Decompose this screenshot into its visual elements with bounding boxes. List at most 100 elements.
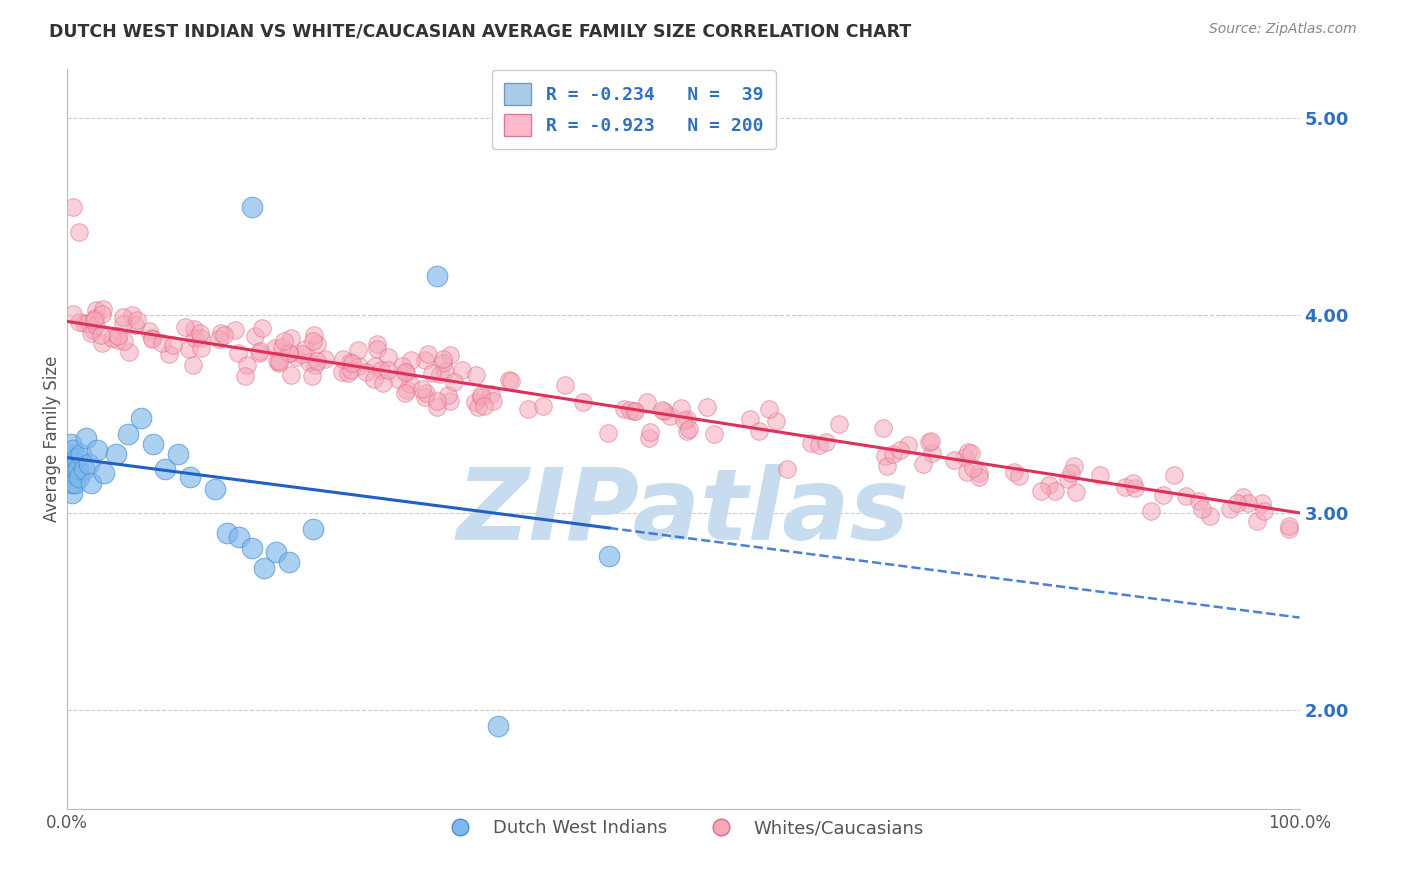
Point xyxy=(80,476,103,491)
Point xyxy=(969,470,991,484)
Point xyxy=(1122,476,1144,491)
Point xyxy=(301,334,323,349)
Text: Source: ZipAtlas.com: Source: ZipAtlas.com xyxy=(1209,22,1357,37)
Point xyxy=(215,525,238,540)
Point xyxy=(1060,466,1083,480)
Point xyxy=(395,383,418,397)
Point xyxy=(678,422,700,436)
Point xyxy=(65,450,87,465)
Point xyxy=(464,395,486,409)
Point xyxy=(183,322,205,336)
Point xyxy=(413,390,436,404)
Point xyxy=(675,412,697,426)
Point xyxy=(224,323,246,337)
Point xyxy=(399,353,422,368)
Point xyxy=(1163,468,1185,483)
Point xyxy=(399,376,422,391)
Point xyxy=(291,346,314,360)
Point xyxy=(366,337,388,351)
Point xyxy=(363,371,385,385)
Point xyxy=(624,404,647,418)
Point xyxy=(280,331,302,345)
Point xyxy=(640,425,662,439)
Point xyxy=(157,347,180,361)
Point xyxy=(1057,472,1080,486)
Point xyxy=(236,358,259,372)
Point xyxy=(962,461,984,475)
Point xyxy=(470,390,492,404)
Point xyxy=(62,442,84,457)
Point xyxy=(83,313,105,327)
Point xyxy=(166,447,188,461)
Point xyxy=(60,476,83,491)
Point xyxy=(77,457,100,471)
Point xyxy=(703,427,725,442)
Point xyxy=(1175,489,1198,503)
Point xyxy=(340,363,363,377)
Point xyxy=(619,403,641,417)
Point xyxy=(188,326,211,340)
Point xyxy=(598,549,620,564)
Point xyxy=(302,327,325,342)
Point xyxy=(1237,496,1260,510)
Point xyxy=(73,462,96,476)
Point xyxy=(91,307,114,321)
Point xyxy=(651,403,673,417)
Point xyxy=(418,347,440,361)
Point xyxy=(439,394,461,409)
Point xyxy=(277,346,299,360)
Point xyxy=(101,330,124,344)
Point xyxy=(516,401,538,416)
Point xyxy=(179,470,201,484)
Point xyxy=(437,388,460,402)
Point xyxy=(91,301,114,316)
Point xyxy=(177,343,200,357)
Point xyxy=(347,343,370,358)
Point xyxy=(969,466,991,480)
Point xyxy=(90,327,112,342)
Point xyxy=(596,425,619,440)
Point xyxy=(1152,488,1174,502)
Point xyxy=(443,375,465,389)
Point xyxy=(111,310,134,325)
Point xyxy=(411,383,433,397)
Point xyxy=(111,317,134,331)
Point xyxy=(1064,485,1087,500)
Point xyxy=(451,363,474,377)
Point xyxy=(1253,504,1275,518)
Point xyxy=(181,358,204,372)
Point xyxy=(142,436,165,450)
Point xyxy=(245,329,267,343)
Point xyxy=(59,450,82,465)
Point xyxy=(671,401,693,415)
Point xyxy=(162,338,184,352)
Point xyxy=(371,376,394,391)
Point xyxy=(472,399,495,413)
Point xyxy=(141,332,163,346)
Point xyxy=(415,385,437,400)
Point xyxy=(307,337,329,351)
Point xyxy=(269,354,291,368)
Point xyxy=(1038,478,1060,492)
Point xyxy=(70,447,93,461)
Point xyxy=(1246,514,1268,528)
Point xyxy=(1191,501,1213,516)
Point xyxy=(67,226,90,240)
Point xyxy=(208,331,231,345)
Point xyxy=(482,394,505,409)
Point xyxy=(875,450,897,464)
Point xyxy=(364,359,387,373)
Point xyxy=(1088,467,1111,482)
Point xyxy=(62,200,84,214)
Point xyxy=(124,318,146,333)
Point xyxy=(253,561,276,575)
Point xyxy=(531,399,554,413)
Point xyxy=(58,447,80,461)
Point xyxy=(84,302,107,317)
Point xyxy=(354,365,377,379)
Point xyxy=(638,430,661,444)
Point xyxy=(59,467,82,481)
Point xyxy=(439,347,461,361)
Point xyxy=(84,318,107,332)
Point xyxy=(918,434,941,449)
